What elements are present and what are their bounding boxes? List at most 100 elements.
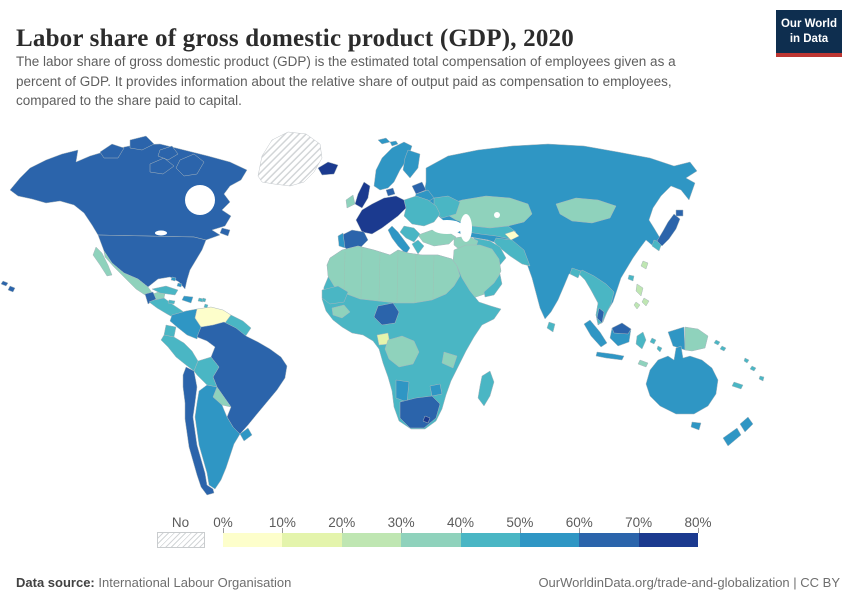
legend-tick [579,528,581,533]
data-source-value: International Labour Organisation [94,575,292,590]
map-region-new-caledonia[interactable] [731,381,744,390]
map-region-philippines[interactable] [633,283,650,310]
legend-tick [341,528,343,533]
map-region-eastern-europe[interactable] [403,195,441,227]
map-region-cuba[interactable] [151,285,179,296]
owid-logo-line2: in Data [789,32,829,45]
map-region-united-states[interactable] [97,234,207,290]
map-region-mongolia[interactable] [555,197,617,224]
map-region-hawaii[interactable] [0,280,16,293]
data-source-label: Data source: [16,575,95,590]
legend-cell-10-20[interactable] [282,533,342,547]
legend-tick-label: 60% [565,515,593,530]
map-region-chile[interactable] [182,366,215,496]
world-map [0,131,765,496]
map-region-russia-china-india[interactable] [423,143,698,326]
map-region-hainan[interactable] [627,274,635,282]
map-region-madagascar[interactable] [477,370,495,407]
map-region-iceland[interactable] [317,161,339,176]
no-data-swatch[interactable] [157,532,205,548]
legend-cell-20-30[interactable] [341,533,402,547]
map-region-new-zealand[interactable] [722,416,754,447]
legend-tick [401,528,403,533]
map-region-senegal-mauritania[interactable] [321,285,349,305]
subtitle-line-2: percent of GDP. It provides information … [16,73,672,89]
map-region-malay-peninsula[interactable] [596,307,605,324]
map-region-svalbard[interactable] [377,137,399,147]
legend-tick-label: 40% [446,515,475,530]
map-region-tanzania[interactable] [441,351,458,369]
map-region-united-kingdom[interactable] [354,181,371,209]
legend-cell-40-50[interactable] [460,533,520,547]
map-region-tajikistan[interactable] [504,230,520,241]
subtitle-line-3: compared to the share paid to capital. [16,93,242,109]
map-region-moluccas[interactable] [649,337,663,353]
legend-tick [638,528,640,533]
legend-cell-70-80[interactable] [638,533,698,547]
map-region-jamaica[interactable] [167,299,176,305]
map-region-solomons[interactable] [713,339,727,352]
map-region-argentina[interactable] [194,384,241,490]
map-region-portugal[interactable] [337,232,346,249]
map-region-yemen-oman[interactable] [483,273,503,298]
map-region-hispaniola[interactable] [181,295,194,304]
map-region-west-new-guinea[interactable] [667,326,686,351]
map-region-nigeria[interactable] [373,302,400,326]
map-region-timor[interactable] [637,359,649,368]
map-region-bangladesh[interactable] [569,267,582,279]
map-region-java[interactable] [595,351,625,361]
legend-tick-label: 80% [684,515,712,530]
map-region-greece[interactable] [411,239,425,255]
map-region-finland[interactable] [402,149,421,179]
owid-logo[interactable]: Our World in Data [776,10,842,57]
legend-tick-label: 30% [387,515,415,530]
map-region-sulawesi[interactable] [635,331,647,350]
legend-cell-50-60[interactable] [519,533,580,547]
map-region-sumatra[interactable] [583,319,608,348]
map-region-afghanistan-pakistan[interactable] [493,237,531,267]
map-region-ireland[interactable] [345,194,356,209]
page-title: Labor share of gross domestic product (G… [16,24,574,52]
map-region-baja-california[interactable] [92,246,113,277]
map-region-balkans[interactable] [399,225,421,243]
map-region-lesser-antilles[interactable] [201,297,209,309]
map-region-japan[interactable] [656,213,681,247]
map-region-guinea[interactable] [331,304,351,319]
map-region-papua-new-guinea[interactable] [684,326,709,352]
legend-cell-0-10[interactable] [223,533,283,547]
subtitle-line-1: The labor share of gross domestic produc… [16,54,676,69]
legend-tick-label: 20% [328,515,356,530]
map-region-malaysia-borneo[interactable] [611,322,632,335]
legend-cell-60-70[interactable] [579,533,639,547]
license-link[interactable]: OurWorldinData.org/trade-and-globalizati… [538,575,840,590]
map-region-sri-lanka[interactable] [546,321,556,333]
chart-subtitle: The labor share of gross domestic produc… [16,52,761,111]
legend-cell-30-40[interactable] [401,533,461,547]
map-region-namibia[interactable] [395,379,410,403]
map-region-indochina[interactable] [578,269,615,325]
map-region-australia[interactable] [645,345,719,415]
caspian-sea [460,214,472,242]
map-region-tasmania[interactable] [690,421,702,431]
country-borders [343,246,435,304]
map-region-guatemala[interactable] [144,291,157,305]
map-region-south-africa[interactable] [399,395,441,429]
map-region-denmark[interactable] [385,187,396,197]
map-region-lesotho[interactable] [422,415,431,424]
aral-sea [494,212,500,218]
map-region-taiwan[interactable] [640,260,649,270]
map-region-uruguay[interactable] [239,427,253,442]
map-region-bahamas[interactable] [170,276,183,288]
map-region-hokkaido[interactable] [675,209,684,217]
map-region-baltics[interactable] [411,181,427,195]
map-region-congo-dr[interactable] [384,335,420,368]
map-region-peru[interactable] [160,334,199,372]
map-region-arctic-islands[interactable] [99,135,205,177]
map-region-greenland[interactable] [257,131,323,187]
map-region-zimbabwe[interactable] [429,383,443,397]
legend-tick [223,528,224,533]
map-region-newfoundland[interactable] [219,227,231,237]
great-lakes [155,230,167,236]
map-region-pacific-islands[interactable] [743,357,765,382]
